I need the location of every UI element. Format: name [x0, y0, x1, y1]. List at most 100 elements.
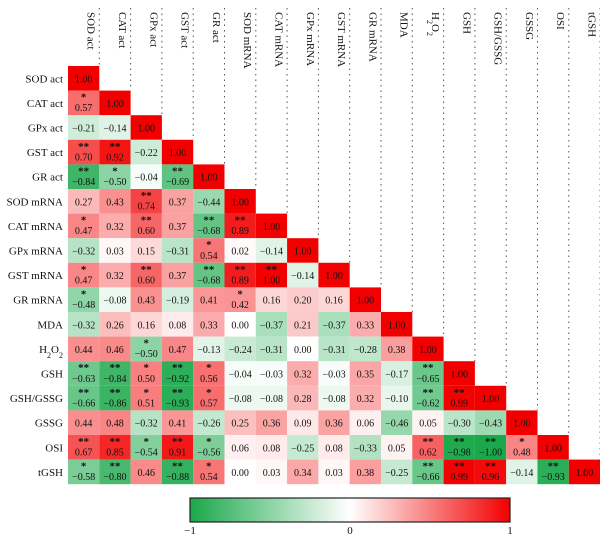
cell-value: −0.25: [291, 443, 314, 454]
cell-osi-gr-act: *−0.56: [193, 435, 225, 460]
cell-fill: [255, 435, 288, 460]
cell-value: −0.63: [72, 374, 95, 385]
colorbar-tick-max: 1: [507, 525, 513, 537]
cell-gsh-sod-act: **−0.63: [68, 361, 100, 386]
cell-significance: **: [141, 264, 153, 276]
cell-tgsh-gst-mrna: 0.03: [318, 459, 350, 485]
cell-value: 0.60: [138, 226, 156, 237]
cell-value: 0.34: [294, 468, 312, 479]
cell-value: 0.89: [231, 226, 249, 237]
cell-gsh-cat-act: **−0.84: [99, 361, 131, 386]
cell-significance: *: [206, 461, 212, 473]
col-label-sod-act: SOD act: [85, 12, 97, 50]
cell-fill: [161, 361, 194, 386]
cell-fill: [318, 435, 350, 460]
cell-gst-act-cat-act: **0.92: [99, 139, 131, 165]
col-label-cat-mrna: CAT mRNA: [272, 12, 284, 67]
cell-significance: **: [454, 461, 466, 473]
cell-gpx-act-sod-act: −0.21: [68, 115, 100, 140]
cell-fill: [443, 385, 475, 411]
cell-fill: [68, 336, 100, 362]
cell-mda-sod-act: −0.32: [68, 312, 100, 337]
cell-fill: [193, 238, 225, 263]
cell-value: −0.14: [103, 124, 126, 135]
cell-value: 0.26: [106, 320, 124, 331]
cell-value: −0.46: [385, 419, 408, 430]
cell-fill: [349, 459, 381, 485]
cell-value: −0.37: [260, 320, 283, 331]
column-guide-lines: [98, 8, 600, 460]
cell-gsh-gssg-gpx-act: *0.51: [130, 385, 162, 411]
cell-fill: [161, 385, 194, 411]
col-label-osi: OSI: [554, 12, 566, 30]
cell-gsh-gssg-gsh: **0.99: [443, 385, 475, 411]
cell-fill: [443, 410, 475, 435]
cell-fill: [412, 459, 444, 485]
cell-value: 1.00: [138, 124, 156, 135]
cell-value: 0.57: [75, 103, 93, 114]
cell-value: −0.31: [260, 345, 283, 356]
cell-sod-mrna-cat-act: 0.43: [99, 189, 131, 214]
row-label-gst-act: GST act: [27, 147, 63, 159]
cell-gr-act-sod-act: **−0.84: [68, 164, 100, 189]
cell-value: 0.02: [231, 247, 249, 258]
cell-fill: [68, 361, 100, 386]
cell-value: 0.96: [482, 472, 500, 483]
cell-value: 0.16: [138, 320, 156, 331]
cell-value: −0.13: [197, 345, 220, 356]
cell-value: −0.88: [166, 472, 189, 483]
cell-gr-mrna-gst-act: −0.19: [161, 287, 194, 312]
cell-fill: [68, 262, 100, 288]
cell-fill: [412, 435, 444, 460]
cell-fill: [161, 238, 194, 263]
cell-value: 0.74: [138, 202, 156, 213]
cell-fill: [381, 361, 413, 386]
row-labels: SOD act CAT act GPx act GST act GR act SOD mR…: [6, 73, 63, 479]
cell-tgsh-gssg: −0.14: [506, 459, 538, 485]
cell-fill: [381, 385, 413, 411]
cell-gssg-gr-mrna: 0.06: [349, 410, 381, 435]
cell-fill: [99, 115, 131, 140]
col-label-cat-act: CAT act: [116, 12, 128, 48]
cell-value: −0.31: [166, 247, 189, 258]
cell-gsh-h2o2: **−0.65: [412, 361, 444, 386]
cell-gr-act-gpx-act: −0.04: [130, 164, 162, 189]
cell-value: 0.41: [200, 296, 218, 307]
cell-gr-act-cat-act: *−0.50: [99, 164, 131, 189]
cell-fill: [318, 410, 350, 435]
cell-value: 1.00: [325, 271, 343, 282]
cell-osi-gst-act: **0.91: [161, 435, 194, 460]
cell-value: −0.17: [385, 370, 408, 381]
cell-value: 1.00: [419, 345, 437, 356]
cell-value: −0.03: [260, 370, 283, 381]
cell-fill: [224, 435, 256, 460]
cell-value: 0.56: [200, 374, 218, 385]
cell-fill: [193, 213, 225, 239]
cell-value: −0.43: [479, 419, 502, 430]
cell-value: −1.00: [479, 448, 502, 459]
cell-value: −0.28: [354, 345, 377, 356]
cell-significance: *: [519, 436, 525, 448]
cell-gsh-gr-mrna: 0.35: [349, 361, 381, 386]
cell-fill: [443, 459, 475, 485]
cell-value: 1.00: [169, 148, 187, 159]
cell-tgsh-gpx-act: 0.46: [130, 459, 162, 485]
row-label-osi: OSI: [45, 442, 63, 454]
cell-sod-mrna-gst-act: 0.37: [161, 189, 194, 214]
cell-significance: *: [206, 436, 212, 448]
cell-fill: [255, 410, 288, 435]
cell-significance: **: [485, 461, 497, 473]
cell-significance: *: [112, 165, 118, 177]
cell-fill: [506, 459, 538, 485]
cell-gssg-gsh-gssg: −0.43: [474, 410, 507, 435]
cell-fill: [412, 410, 444, 435]
cell-fill: [99, 139, 131, 165]
cell-value: −0.68: [197, 275, 220, 286]
cell-fill: [287, 410, 319, 435]
cell-cat-mrna-cat-act: 0.32: [99, 213, 131, 239]
cell-gst-mrna-sod-mrna: **0.89: [224, 262, 256, 288]
cell-osi-gssg: *0.48: [506, 435, 538, 460]
cell-value: 0.05: [388, 443, 406, 454]
cell-value: −0.33: [354, 443, 377, 454]
cell-gsh-gst-mrna: −0.03: [318, 361, 350, 386]
